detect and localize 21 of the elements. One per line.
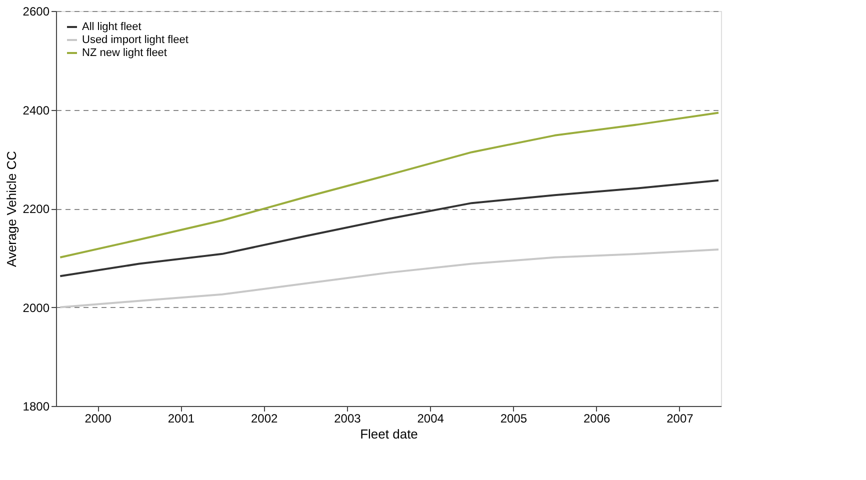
line-series xyxy=(59,179,720,278)
legend-label: Used import light fleet xyxy=(82,34,188,46)
y-tick-label: 1800 xyxy=(22,400,50,414)
x-tick-label: 2002 xyxy=(250,412,278,426)
y-tick-label: 2600 xyxy=(22,4,50,18)
x-axis-title: Fleet date xyxy=(360,426,418,442)
y-tick-label: 2400 xyxy=(22,103,50,118)
legend-label: All light fleet xyxy=(82,21,142,33)
y-tick-label: 2000 xyxy=(22,300,50,315)
y-tick-label: 2200 xyxy=(22,202,50,216)
x-tick-label: 2007 xyxy=(666,412,694,426)
legend-label: NZ new light fleet xyxy=(82,47,167,59)
x-tick-label: 2004 xyxy=(417,412,444,426)
x-tick-label: 2001 xyxy=(168,412,195,426)
line-series xyxy=(59,248,720,308)
x-tick-label: 2005 xyxy=(500,412,528,426)
x-tick-label: 2000 xyxy=(84,412,112,426)
x-tick-label: 2003 xyxy=(334,412,362,426)
y-axis-title: Average Vehicle CC xyxy=(4,150,19,268)
x-tick-label: 2006 xyxy=(583,412,610,426)
line-series xyxy=(59,112,720,258)
